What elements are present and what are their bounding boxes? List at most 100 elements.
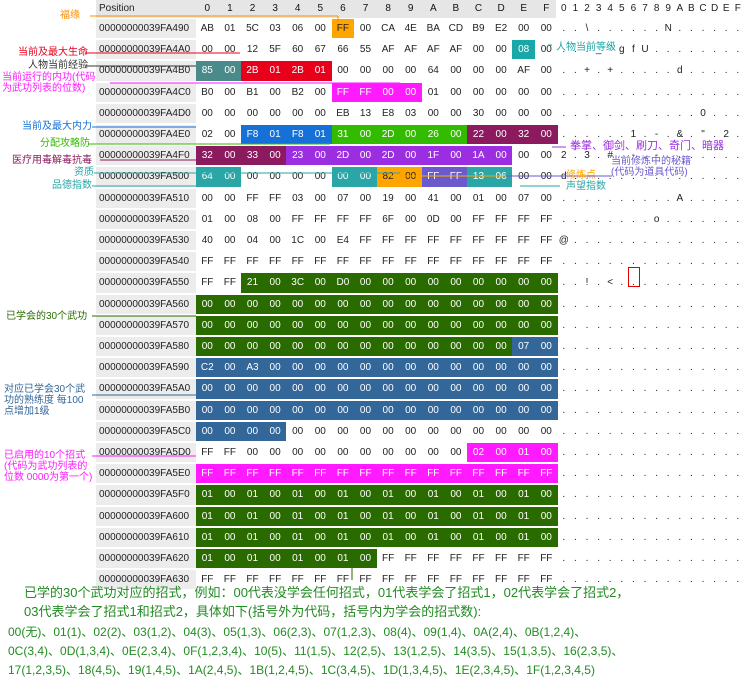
hex-byte-cell[interactable]: 55	[359, 44, 372, 56]
hex-byte-cell[interactable]: 00	[292, 107, 304, 119]
hex-byte-cell[interactable]: 07	[512, 337, 535, 357]
ascii-char-cell[interactable]: .	[666, 298, 670, 310]
hex-byte-cell[interactable]: FF	[381, 574, 395, 586]
hex-byte-cell[interactable]: 00	[382, 65, 394, 77]
hex-byte-cell[interactable]: 00	[263, 294, 287, 314]
ascii-char-cell[interactable]: .	[678, 447, 682, 458]
hex-byte-cell[interactable]: 01	[309, 125, 332, 145]
hex-byte-cell[interactable]: 00	[218, 337, 242, 357]
hex-byte-cell[interactable]: FF	[399, 464, 422, 484]
hex-byte-cell[interactable]: 00	[354, 146, 377, 166]
hex-byte-cell[interactable]: 00	[337, 447, 349, 458]
ascii-char-cell[interactable]: .	[632, 447, 635, 458]
hex-byte-cell[interactable]: 00	[489, 294, 513, 314]
ascii-char-cell[interactable]: .	[608, 341, 612, 352]
hex-byte-cell[interactable]: 85	[196, 61, 219, 81]
hex-byte-cell[interactable]: 00	[309, 506, 332, 526]
ascii-char-cell[interactable]: .	[597, 341, 600, 352]
hex-byte-cell[interactable]: 00	[331, 400, 355, 420]
hex-byte-cell[interactable]: FF	[376, 464, 400, 484]
ascii-char-cell[interactable]: .	[620, 298, 624, 310]
ascii-char-cell[interactable]: .	[713, 107, 716, 119]
hex-byte-cell[interactable]: 00	[450, 86, 462, 98]
ascii-char-cell[interactable]: .	[643, 404, 647, 416]
ascii-char-cell[interactable]: .	[713, 319, 716, 331]
ascii-char-cell[interactable]: .	[562, 256, 566, 268]
ascii-char-cell[interactable]: .	[632, 192, 635, 204]
hex-byte-cell[interactable]: 00	[489, 379, 513, 399]
hex-byte-cell[interactable]: FF	[494, 553, 508, 564]
hex-byte-cell[interactable]: 00	[218, 379, 242, 399]
ascii-char-cell[interactable]: .	[678, 256, 682, 268]
ascii-char-cell[interactable]: .	[643, 171, 647, 183]
hex-byte-cell[interactable]: 00	[444, 485, 468, 505]
ascii-char-cell[interactable]: .	[597, 319, 600, 331]
ascii-char-cell[interactable]: .	[724, 404, 728, 416]
ascii-char-cell[interactable]: .	[724, 298, 728, 310]
ascii-char-cell[interactable]: .	[620, 531, 624, 543]
ascii-char-cell[interactable]: .	[562, 553, 566, 564]
hex-byte-cell[interactable]: 00	[314, 235, 326, 246]
hex-byte-cell[interactable]: 00	[354, 485, 377, 505]
hex-byte-cell[interactable]: 02	[201, 129, 213, 140]
hex-byte-cell[interactable]: 00	[399, 294, 422, 314]
ascii-char-cell[interactable]: .	[690, 553, 693, 564]
hex-byte-cell[interactable]: 00	[314, 447, 326, 458]
ascii-char-cell[interactable]: .	[632, 65, 635, 77]
hex-byte-cell[interactable]: 2D	[376, 146, 400, 166]
hex-byte-cell[interactable]: 00	[444, 146, 468, 166]
hex-byte-cell[interactable]: D0	[331, 273, 355, 293]
hex-byte-cell[interactable]: FF	[427, 256, 440, 268]
ascii-char-cell[interactable]: .	[678, 489, 682, 501]
hex-byte-cell[interactable]: 01	[422, 527, 445, 547]
ascii-char-cell[interactable]: .	[701, 23, 705, 34]
hex-byte-cell[interactable]: 22	[467, 125, 490, 145]
ascii-char-cell[interactable]: .	[690, 489, 693, 501]
hex-byte-cell[interactable]: 00	[444, 527, 468, 547]
ascii-char-cell[interactable]: .	[597, 489, 600, 501]
hex-byte-cell[interactable]: 01	[422, 506, 445, 526]
hex-byte-cell[interactable]: 00	[263, 146, 287, 166]
ascii-char-cell[interactable]: d	[561, 171, 567, 183]
ascii-char-cell[interactable]: .	[678, 553, 682, 564]
ascii-char-cell[interactable]: .	[620, 447, 624, 458]
ascii-char-cell[interactable]: .	[597, 150, 600, 162]
hex-byte-cell[interactable]: 01	[512, 443, 535, 463]
hex-byte-cell[interactable]: 01	[196, 506, 219, 526]
ascii-char-cell[interactable]: .	[597, 468, 600, 480]
hex-byte-cell[interactable]: 00	[405, 447, 417, 458]
ascii-char-cell[interactable]: 2	[561, 150, 567, 162]
hex-byte-cell[interactable]: 00	[263, 506, 287, 526]
ascii-char-cell[interactable]: .	[736, 192, 740, 204]
ascii-char-cell[interactable]: .	[562, 129, 566, 140]
hex-byte-cell[interactable]: 00	[467, 294, 490, 314]
hex-byte-cell[interactable]: 00	[376, 82, 400, 102]
ascii-char-cell[interactable]: .	[562, 404, 566, 416]
hex-byte-cell[interactable]: 32	[196, 146, 219, 166]
hex-byte-cell[interactable]: 01	[196, 549, 219, 569]
hex-byte-cell[interactable]: 01	[331, 485, 355, 505]
ascii-char-cell[interactable]: .	[655, 447, 658, 458]
hex-byte-cell[interactable]: 31	[331, 125, 355, 145]
ascii-char-cell[interactable]: .	[562, 65, 566, 77]
hex-byte-cell[interactable]: 00	[405, 65, 417, 77]
hex-byte-cell[interactable]: 00	[535, 358, 558, 378]
hex-byte-cell[interactable]: 00	[422, 358, 445, 378]
hex-byte-cell[interactable]: FF	[449, 553, 462, 564]
hex-byte-cell[interactable]: FF	[381, 235, 395, 246]
hex-byte-cell[interactable]: 00	[269, 86, 281, 98]
ascii-char-cell[interactable]: .	[690, 171, 693, 183]
hex-byte-cell[interactable]: AF	[449, 44, 463, 56]
hex-byte-cell[interactable]: 00	[512, 294, 535, 314]
hex-byte-cell[interactable]: 01	[472, 192, 485, 204]
ascii-char-cell[interactable]: .	[574, 553, 577, 564]
ascii-char-cell[interactable]: .	[608, 86, 612, 98]
hex-byte-cell[interactable]: 2D	[331, 146, 355, 166]
hex-byte-cell[interactable]: 00	[467, 400, 490, 420]
ascii-char-cell[interactable]: .	[608, 553, 612, 564]
hex-byte-cell[interactable]: FF	[472, 235, 485, 246]
hex-byte-cell[interactable]: 00	[518, 171, 530, 183]
hex-byte-cell[interactable]: FF	[444, 464, 468, 484]
hex-byte-cell[interactable]: FF	[246, 192, 259, 204]
ascii-char-cell[interactable]: .	[701, 404, 705, 416]
